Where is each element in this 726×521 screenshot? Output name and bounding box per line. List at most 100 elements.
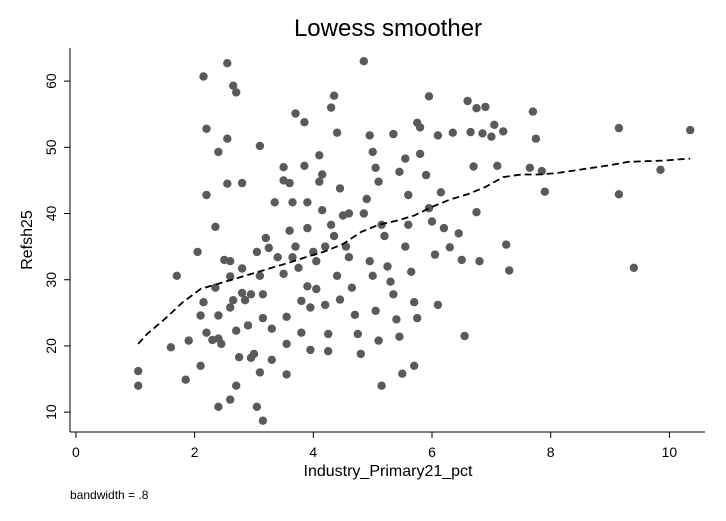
data-point-2: [172, 271, 181, 280]
data-point-8: [199, 298, 208, 307]
data-point-9: [196, 361, 205, 370]
data-point-143: [430, 250, 440, 259]
data-point-11: [202, 124, 211, 133]
data-point-70: [294, 263, 303, 272]
data-point-114: [359, 57, 368, 66]
data-point-30: [229, 296, 238, 305]
data-point-57: [273, 253, 282, 262]
data-point-147: [436, 188, 446, 197]
data-point-33: [232, 381, 241, 390]
data-point-61: [282, 312, 291, 321]
data-point-17: [211, 283, 220, 292]
data-point-139: [415, 149, 425, 159]
data-point-144: [433, 300, 443, 310]
data-point-64: [285, 178, 294, 188]
data-point-81: [312, 257, 321, 266]
x-tick-label: 0: [72, 444, 80, 460]
data-point-126: [398, 369, 407, 378]
x-tick-label: 4: [309, 444, 317, 460]
data-point-31: [226, 303, 235, 312]
data-point-104: [350, 310, 360, 319]
data-point-69: [291, 242, 300, 251]
data-point-60: [279, 269, 288, 278]
data-point-29: [232, 88, 241, 97]
data-point-97: [332, 128, 342, 137]
data-point-27: [226, 272, 235, 281]
data-point-161: [481, 102, 490, 112]
data-point-162: [487, 132, 496, 141]
data-point-164: [493, 161, 502, 170]
data-point-95: [326, 103, 336, 112]
data-point-127: [389, 129, 398, 139]
data-point-109: [365, 257, 374, 266]
data-point-150: [448, 128, 457, 137]
data-point-117: [371, 163, 380, 172]
data-point-171: [537, 166, 546, 176]
data-point-90: [324, 347, 333, 356]
data-point-152: [457, 255, 466, 265]
data-point-169: [528, 107, 538, 116]
data-point-175: [629, 263, 638, 272]
data-point-47: [258, 290, 268, 299]
data-point-135: [413, 313, 422, 323]
data-point-39: [240, 296, 250, 305]
data-point-159: [472, 104, 481, 113]
data-point-15: [211, 222, 220, 231]
data-point-73: [300, 118, 309, 127]
data-point-5: [184, 336, 193, 345]
data-point-49: [255, 368, 265, 377]
data-point-36: [237, 178, 247, 188]
data-point-174: [614, 190, 624, 199]
data-point-108: [362, 194, 371, 204]
data-point-10: [199, 72, 208, 81]
data-point-28: [229, 81, 238, 90]
data-point-56: [270, 198, 279, 207]
data-point-50: [252, 402, 262, 411]
data-point-167: [505, 266, 514, 275]
x-ticks: 0 2 4 6 8 10: [72, 432, 677, 460]
data-point-141: [424, 204, 434, 213]
data-point-113: [377, 381, 386, 390]
data-point-146: [433, 131, 443, 140]
data-point-40: [243, 321, 253, 330]
data-point-62: [282, 339, 291, 349]
data-point-38: [237, 288, 247, 298]
data-point-89: [324, 329, 333, 339]
data-point-22: [214, 402, 223, 411]
data-point-148: [439, 223, 449, 233]
data-point-103: [347, 283, 357, 292]
data-point-124: [392, 315, 401, 324]
data-point-173: [614, 123, 624, 133]
data-point-168: [525, 163, 535, 172]
data-point-122: [386, 277, 395, 286]
data-point-34: [226, 395, 235, 404]
data-point-155: [466, 127, 475, 137]
data-point-20: [217, 339, 226, 349]
data-point-65: [285, 226, 294, 235]
data-point-71: [297, 296, 306, 306]
data-point-130: [404, 190, 413, 200]
y-axis-label: Refsh25: [19, 210, 36, 270]
data-point-76: [303, 223, 312, 233]
data-point-91: [326, 220, 336, 229]
data-point-107: [359, 209, 368, 218]
data-point-120: [380, 231, 389, 241]
data-point-134: [410, 298, 419, 307]
data-point-138: [415, 123, 425, 132]
y-tick-label: 50: [43, 139, 59, 155]
data-point-170: [531, 134, 541, 143]
data-point-6: [193, 247, 202, 257]
data-point-79: [306, 345, 315, 355]
data-point-98: [335, 184, 345, 193]
data-point-166: [502, 240, 511, 249]
x-tick-label: 2: [191, 444, 199, 460]
data-point-83: [315, 151, 324, 160]
data-point-37: [237, 264, 247, 273]
data-point-32: [232, 326, 241, 335]
data-point-131: [404, 220, 413, 229]
data-point-177: [686, 125, 695, 135]
data-point-66: [288, 198, 297, 207]
y-tick-label: 20: [43, 338, 59, 354]
data-point-129: [401, 154, 410, 163]
